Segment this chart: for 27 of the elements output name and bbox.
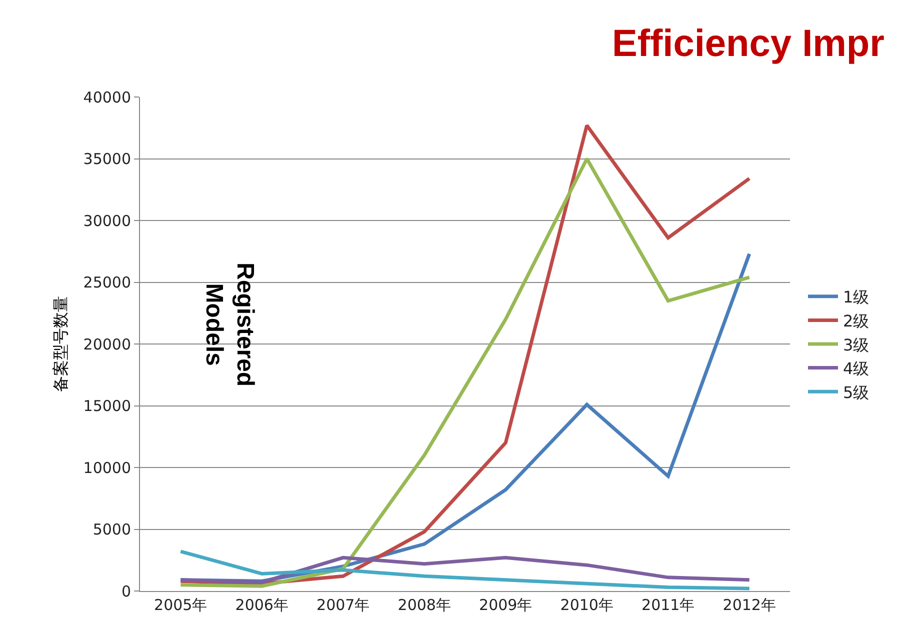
y-axis-title: 备案型号数量 — [51, 296, 70, 392]
y-tick-label: 20000 — [83, 335, 131, 354]
legend-label: 4级 — [843, 359, 870, 378]
y-tick-label: 10000 — [83, 458, 131, 477]
x-tick-label: 2012年 — [722, 596, 776, 614]
x-tick-label: 2008年 — [398, 596, 451, 614]
legend-label: 1级 — [843, 288, 870, 307]
chart-title: Efficiency Impr — [612, 23, 885, 65]
legend-label: 5级 — [843, 382, 870, 402]
x-tick-label: 2009年 — [479, 596, 532, 614]
annotation: Registered Models — [200, 262, 259, 387]
y-tick-label: 15000 — [83, 397, 131, 415]
y-tick-label: 35000 — [83, 150, 131, 168]
line-series — [178, 550, 752, 590]
x-tick-label: 2011年 — [642, 596, 695, 614]
line-series — [178, 556, 752, 584]
legend-label: 2级 — [843, 311, 870, 330]
x-tick-label: 2010年 — [560, 596, 614, 614]
y-tick-label: 25000 — [83, 274, 131, 292]
y-tick-label: 5000 — [92, 520, 131, 538]
y-tick-label: 30000 — [83, 212, 131, 230]
x-tick-label: 2005年 — [154, 596, 208, 614]
y-tick-label: 0 — [121, 582, 131, 600]
x-tick-label: 2006年 — [235, 596, 288, 614]
y-tick-label: 40000 — [83, 88, 131, 106]
legend-label: 3级 — [843, 335, 870, 354]
x-tick-label: 2007年 — [316, 596, 370, 614]
